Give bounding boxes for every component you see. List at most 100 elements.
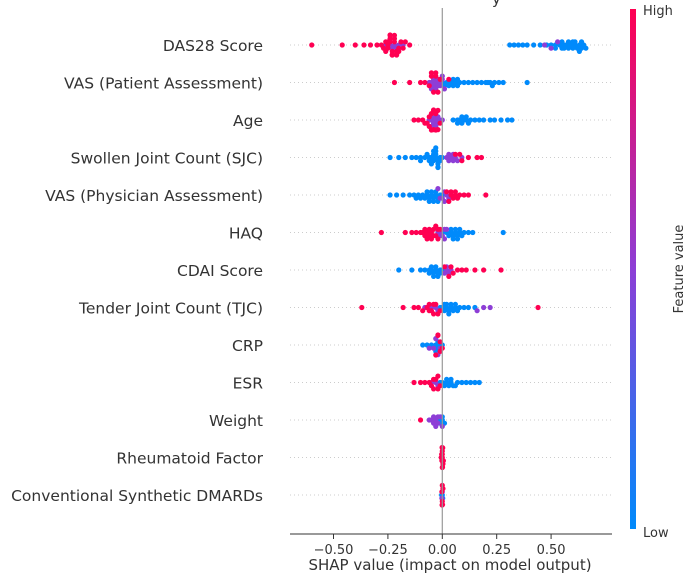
shap-dot-red — [385, 39, 391, 45]
shap-dot-blue — [433, 145, 439, 151]
shap-dot-red — [459, 158, 465, 164]
shap-dot-blue — [520, 42, 526, 48]
shap-dot-red — [474, 154, 480, 161]
shap-dot-blue — [428, 161, 435, 167]
shap-dot-blue — [472, 117, 478, 123]
feature-label: Age — [233, 112, 263, 130]
feature-label: DAS28 Score — [163, 37, 263, 55]
shap-dot-blue — [509, 117, 515, 123]
shap-dot-blue — [417, 195, 424, 201]
shap-dot-purple — [454, 158, 461, 164]
shap-dot-blue — [465, 304, 472, 311]
shap-dot-purple — [548, 45, 554, 51]
shap-dot-red — [417, 417, 424, 423]
shap-dot-red — [402, 39, 408, 45]
shap-dot-red — [463, 267, 469, 273]
shap-dot-red — [422, 79, 428, 86]
shap-dot-blue — [467, 117, 474, 123]
shap-dot-red — [407, 42, 413, 48]
shap-dot-red — [398, 39, 404, 45]
shap-dot-blue — [437, 158, 443, 164]
shap-dot-blue — [450, 117, 456, 123]
shap-dot-red — [413, 229, 419, 236]
shap-dot-blue — [422, 267, 428, 273]
shap-dot-blue — [387, 154, 393, 161]
shap-dot-red — [433, 352, 439, 358]
shap-dot-blue — [448, 301, 454, 307]
shap-dot-blue — [454, 76, 461, 82]
shap-dot-purple — [481, 304, 487, 311]
shap-dot-blue — [435, 273, 441, 279]
shap-dot-red — [402, 229, 408, 236]
shap-dot-purple — [474, 308, 480, 314]
shap-dot-blue — [489, 83, 495, 89]
shap-dot-blue — [452, 383, 458, 389]
shap-dot-red — [441, 264, 448, 270]
shap-dot-blue — [430, 198, 437, 204]
shap-dot-red — [411, 117, 417, 123]
shap-dot-red — [426, 83, 432, 89]
shap-dot-red — [446, 76, 452, 82]
shap-dot-blue — [487, 117, 493, 123]
shap-dot-blue — [446, 83, 452, 89]
shap-dot-blue — [452, 301, 458, 307]
shap-dot-blue — [420, 342, 426, 348]
shap-dot-red — [472, 267, 478, 273]
shap-dot-blue — [485, 79, 491, 86]
colorbar — [630, 9, 636, 529]
shap-dot-red — [430, 386, 437, 392]
shap-dot-blue — [446, 311, 452, 317]
x-tick-label: 0.50 — [537, 543, 566, 558]
x-tick-label: 0.25 — [482, 543, 511, 558]
shap-dot-blue — [500, 229, 506, 236]
shap-dot-blue — [504, 117, 511, 123]
shap-dot-red — [426, 301, 432, 307]
shap-dot-red — [391, 79, 398, 86]
shap-dot-blue — [402, 154, 408, 161]
shap-dot-red — [433, 301, 439, 307]
shap-dot-blue — [454, 120, 461, 126]
shap-dot-blue — [463, 379, 469, 386]
shap-dot-purple — [426, 345, 432, 351]
shap-dot-red — [411, 304, 417, 311]
shap-dot-blue — [576, 48, 582, 55]
shap-dot-blue — [424, 189, 430, 195]
shap-dot-purple — [441, 86, 448, 92]
shap-dot-red — [433, 127, 439, 133]
shap-dot-blue — [561, 45, 567, 51]
shap-dot-blue — [583, 45, 589, 51]
shap-dot-blue — [450, 76, 456, 82]
shap-dot-red — [437, 339, 443, 345]
shap-dot-red — [457, 151, 463, 157]
shap-dot-red — [417, 79, 424, 86]
shap-dot-blue — [409, 267, 415, 273]
shap-dot-red — [483, 192, 489, 198]
shap-dot-purple — [441, 198, 448, 204]
shap-dot-blue — [417, 158, 424, 164]
shap-dot-blue — [424, 151, 430, 157]
shap-dot-purple — [435, 186, 441, 192]
shap-dot-purple — [430, 345, 437, 351]
colorbar-high-label: High — [643, 4, 673, 19]
shap-dot-blue — [417, 267, 424, 273]
shap-dot-blue — [465, 79, 472, 86]
shap-dot-red — [391, 32, 398, 39]
shap-dot-blue — [433, 264, 439, 270]
shap-dot-blue — [407, 192, 413, 198]
shap-dot-blue — [444, 376, 450, 382]
shap-dot-blue — [400, 192, 406, 198]
shap-dot-red — [430, 107, 437, 113]
shap-dot-blue — [559, 39, 565, 45]
shap-dot-blue — [470, 79, 476, 86]
shap-dot-red — [426, 226, 432, 232]
shap-dot-red — [407, 79, 413, 86]
shap-dot-purple — [433, 423, 439, 429]
shap-dot-red — [535, 304, 541, 311]
shap-dot-blue — [428, 189, 435, 195]
shap-dot-red — [444, 189, 450, 195]
shap-dot-blue — [457, 226, 463, 232]
shap-dot-blue — [481, 117, 487, 123]
shap-dot-blue — [552, 45, 559, 51]
shap-dot-blue — [452, 226, 458, 232]
shap-dot-purple — [555, 39, 561, 45]
